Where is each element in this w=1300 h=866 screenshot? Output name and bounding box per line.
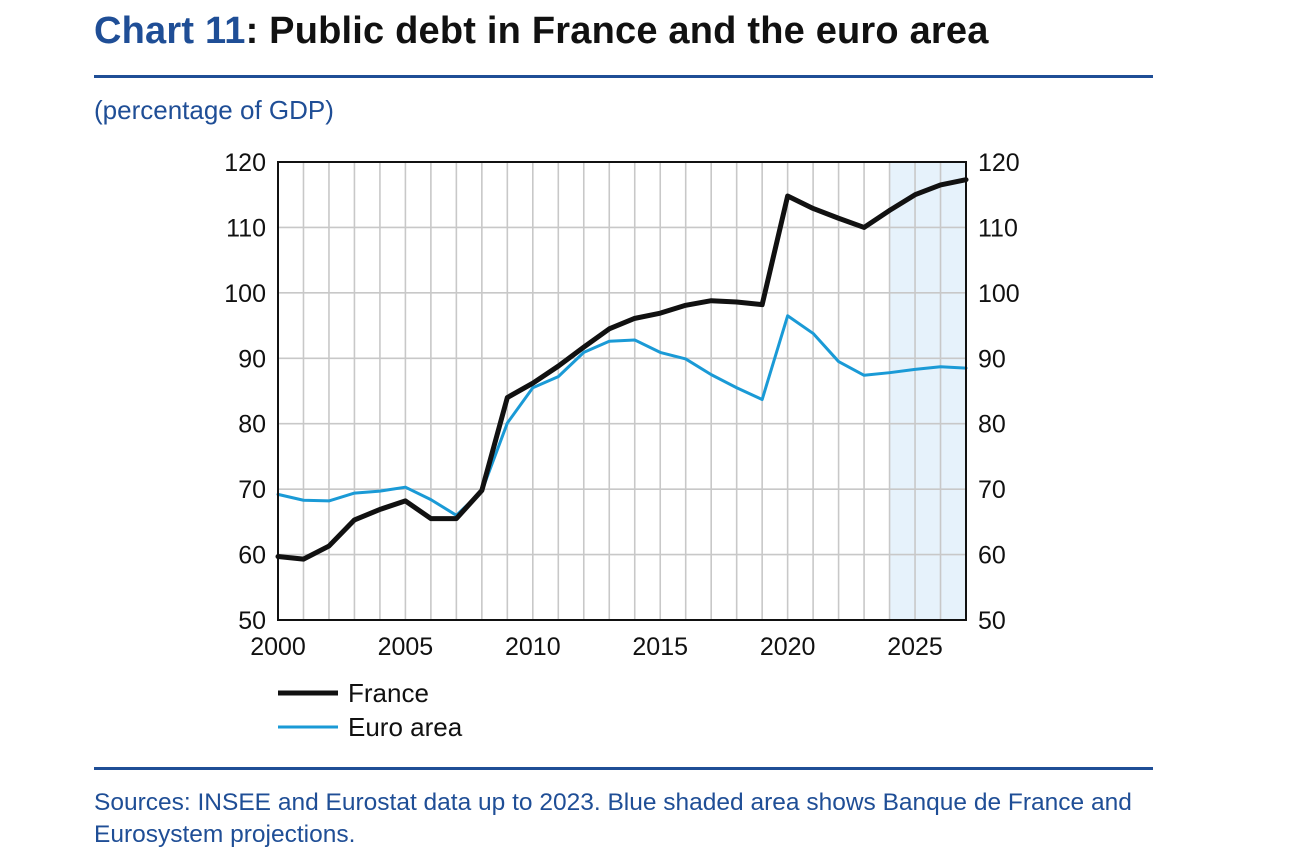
y-tick-right-60: 60 <box>978 542 1006 570</box>
legend: France Euro area <box>278 678 463 742</box>
plot-frame <box>277 161 967 621</box>
y-tick-left-90: 90 <box>238 345 266 373</box>
y-tick-right-90: 90 <box>978 345 1006 373</box>
plot-area-border <box>277 161 967 621</box>
projection-shaded-area <box>889 162 966 620</box>
y-tick-left-60: 60 <box>238 542 266 570</box>
y-tick-left-50: 50 <box>238 607 266 635</box>
y-tick-left-100: 100 <box>224 280 266 308</box>
series-layer <box>275 177 969 562</box>
top-rule <box>94 75 1153 78</box>
x-tick-2010: 2010 <box>505 633 561 661</box>
series-line-euro-area <box>276 314 968 517</box>
y-tick-right-70: 70 <box>978 476 1006 504</box>
sources-note: Sources: INSEE and Eurostat data up to 2… <box>94 789 1132 848</box>
x-tick-2015: 2015 <box>632 633 688 661</box>
y-tick-right-110: 110 <box>978 214 1018 242</box>
x-tick-2005: 2005 <box>378 633 434 661</box>
y-tick-left-70: 70 <box>238 476 266 504</box>
y-tick-right-80: 80 <box>978 411 1006 439</box>
tick-labels: 50 50 60 60 70 70 80 80 90 90 100 100 110 110 120 120 20… <box>224 149 1019 661</box>
chart-title-text: : Public debt in France and the euro are… <box>245 10 989 52</box>
x-tick-2020: 2020 <box>760 633 816 661</box>
series-line-france <box>275 177 969 562</box>
y-tick-right-50: 50 <box>978 607 1006 635</box>
bottom-rule <box>94 767 1153 770</box>
projection-shade-layer <box>889 162 966 620</box>
y-tick-right-120: 120 <box>978 149 1020 177</box>
chart-title: Chart 11: Public debt in France and the … <box>94 10 989 53</box>
y-tick-left-110: 110 <box>226 214 266 242</box>
legend-label-france: France <box>348 678 429 708</box>
y-tick-left-120: 120 <box>224 149 266 177</box>
x-tick-2000: 2000 <box>250 633 306 661</box>
grid-layer <box>278 162 966 620</box>
chart-number: Chart 11 <box>94 10 246 52</box>
y-tick-right-100: 100 <box>978 280 1020 308</box>
y-tick-left-80: 80 <box>238 411 266 439</box>
unit-label: (percentage of GDP) <box>94 95 334 125</box>
legend-label-euro-area: Euro area <box>348 712 463 742</box>
x-tick-2025: 2025 <box>887 633 943 661</box>
